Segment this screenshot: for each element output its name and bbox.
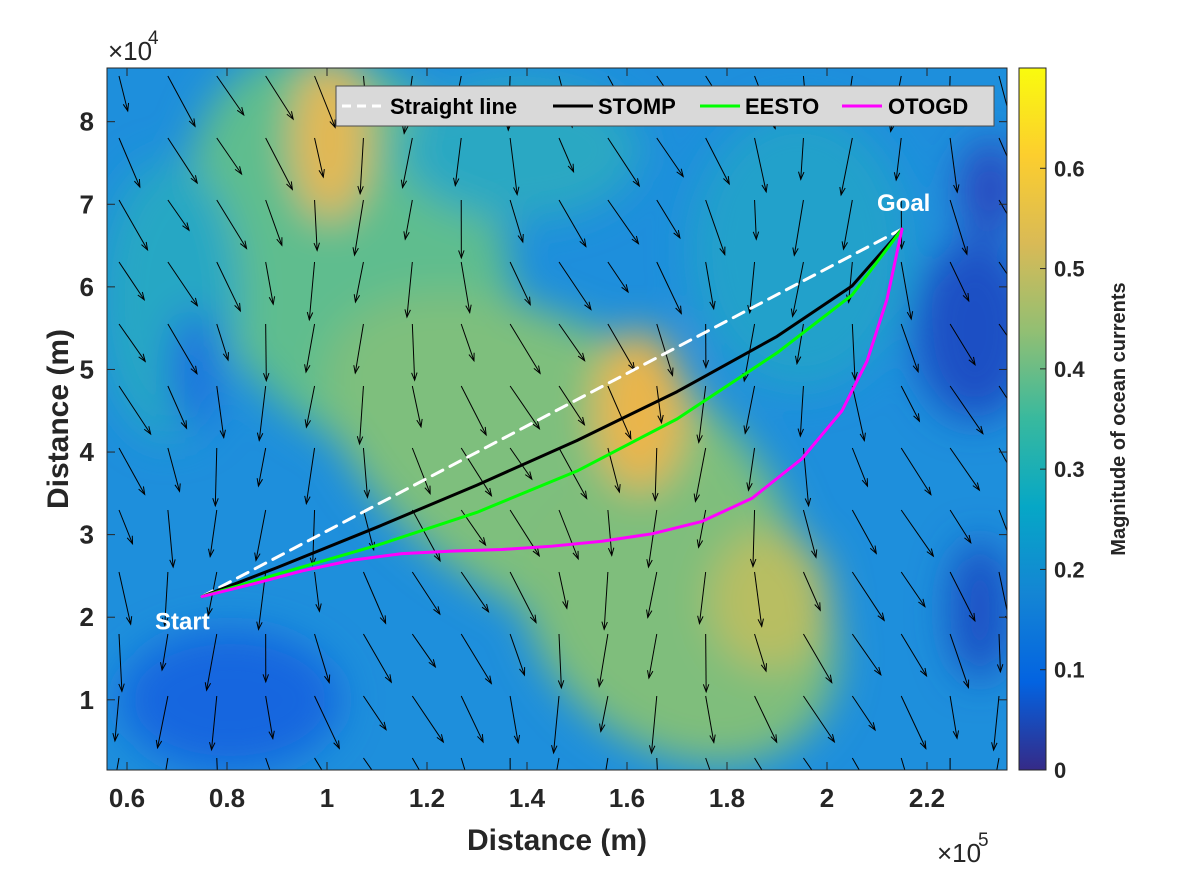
current-arrow-head — [334, 792, 340, 800]
colorbar-gradient — [1019, 68, 1046, 770]
current-arrow-head — [598, 803, 603, 811]
current-arrow-head — [1009, 124, 1014, 132]
field-low-east — [915, 240, 1035, 420]
current-arrow-head — [779, 800, 785, 808]
field-teal-left — [100, 160, 240, 440]
current-arrow-head — [987, 806, 992, 814]
x-tick-label: 1.6 — [609, 783, 645, 813]
start-label: Start — [155, 609, 210, 636]
goal-label: Goal — [877, 190, 930, 217]
field-low-northeast — [960, 140, 1020, 240]
x-tick-label: 2.2 — [909, 783, 945, 813]
y-tick-label: 7 — [80, 189, 94, 219]
current-arrow-head — [656, 804, 661, 812]
y-axis-label: Distance (m) — [42, 329, 75, 509]
y-tick-label: 5 — [80, 354, 94, 384]
colorbar-tick-label: 0.6 — [1054, 156, 1085, 181]
current-arrow-head — [386, 791, 393, 799]
y-exponent-base: ×10 — [108, 36, 152, 66]
y-tick-label: 8 — [80, 107, 94, 137]
y-tick-label: 6 — [80, 272, 94, 302]
x-tick-label: 1.2 — [409, 783, 445, 813]
y-tick-label: 4 — [80, 437, 95, 467]
field-hot-north — [292, 60, 368, 220]
x-exponent-power: 5 — [978, 830, 989, 851]
legend-label-eesto: EESTO — [745, 94, 819, 119]
colorbar-tick-label: 0.3 — [1054, 457, 1085, 482]
y-tick-label: 2 — [80, 602, 94, 632]
current-arrow-head — [1012, 225, 1018, 233]
legend-label-stomp: STOMP — [598, 94, 676, 119]
x-exponent: ×10 5 — [937, 830, 989, 868]
legend-label-otogd: OTOGD — [888, 94, 968, 119]
colorbar-label: Magnitude of ocean currents — [1108, 282, 1130, 555]
colorbar: 0 0.1 0.2 0.3 0.4 0.5 0.6 Magnitude of ocean c… — [1019, 68, 1130, 783]
current-arrow-head — [157, 807, 162, 815]
colorbar-ticks: 0 0.1 0.2 0.3 0.4 0.5 0.6 — [1040, 156, 1085, 783]
x-tick-label: 0.6 — [109, 783, 145, 813]
x-exponent-base: ×10 — [937, 838, 981, 868]
y-exponent-power: 4 — [148, 28, 159, 49]
colorbar-tick-label: 0.1 — [1054, 658, 1085, 683]
current-arrow-head — [874, 799, 880, 807]
colorbar-tick-label: 0 — [1054, 758, 1066, 783]
x-tick-label: 0.8 — [209, 783, 245, 813]
field-low-southwest — [120, 630, 340, 770]
y-tick-label: 3 — [80, 520, 94, 550]
x-tick-label: 1.8 — [709, 783, 745, 813]
legend: Straight line STOMP EESTO OTOGD — [336, 86, 994, 126]
colorbar-tick-label: 0.5 — [1054, 257, 1085, 282]
x-tick-label: 2 — [820, 783, 834, 813]
y-tick-label: 1 — [80, 685, 94, 715]
current-arrow-head — [550, 794, 555, 802]
x-axis-label: Distance (m) — [467, 824, 647, 857]
current-arrow-head — [279, 804, 284, 812]
colorbar-tick-label: 0.4 — [1054, 357, 1085, 382]
legend-label-straight: Straight line — [390, 94, 517, 119]
x-tick-label: 1.4 — [509, 783, 546, 813]
current-arrow — [266, 324, 267, 381]
y-exponent: ×10 4 — [108, 28, 159, 66]
current-arrow-head — [947, 799, 952, 807]
current-arrow-head — [468, 788, 473, 796]
colorbar-tick-label: 0.2 — [1054, 557, 1085, 582]
x-tick-label: 1 — [320, 783, 334, 813]
